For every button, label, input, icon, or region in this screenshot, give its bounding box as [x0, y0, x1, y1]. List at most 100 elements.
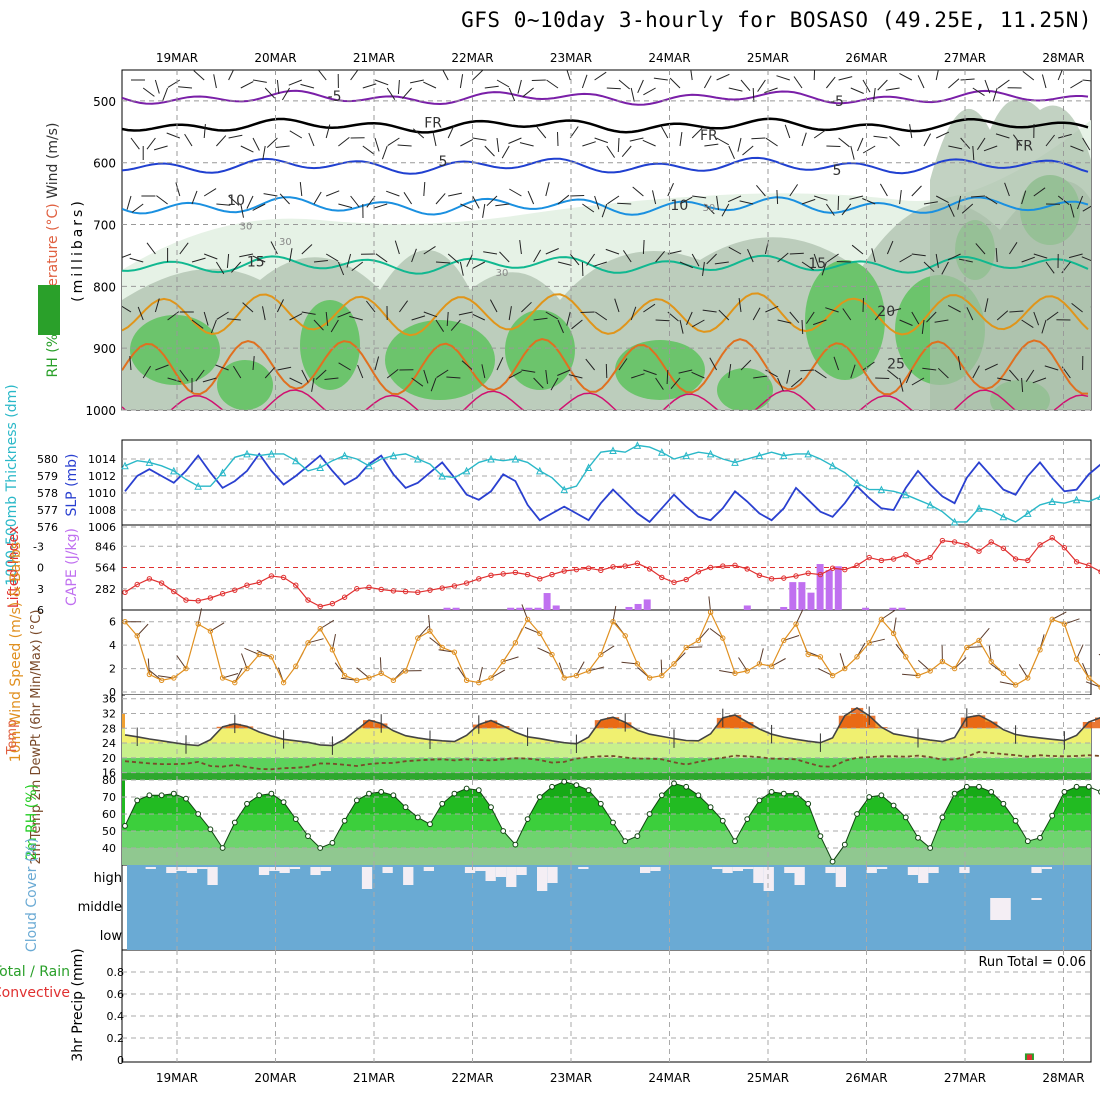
wind-barb — [137, 306, 144, 321]
wind-barb — [374, 137, 380, 152]
wind-barb — [716, 73, 730, 81]
rh2m-marker — [402, 804, 409, 811]
rh2m-marker — [829, 858, 836, 865]
cape-tick: 564 — [95, 562, 116, 575]
wind-barb — [941, 261, 949, 275]
isotherm-label: 10 — [670, 198, 688, 214]
thickness-marker — [804, 449, 813, 458]
wind-barb — [1021, 377, 1024, 393]
wind-barb — [459, 74, 464, 89]
wind10m-marker — [1025, 675, 1031, 681]
rh2m-marker — [780, 790, 787, 797]
cloud-high-gap — [907, 867, 919, 875]
cape-bar — [816, 564, 824, 610]
wind-barb — [849, 195, 864, 200]
thickness-line — [124, 444, 1100, 523]
wind-barb — [1009, 310, 1024, 313]
rh2m-marker — [1085, 783, 1092, 790]
cloud-high-gap — [464, 867, 476, 873]
wind-barb — [966, 307, 974, 321]
rh2m-marker — [683, 783, 690, 790]
thickness-tick: 576 — [37, 521, 58, 534]
wind-barb — [873, 87, 876, 102]
wind-barb — [704, 203, 715, 215]
wind-barb — [242, 302, 254, 313]
li-marker — [829, 565, 836, 571]
wind-barb — [472, 137, 487, 141]
thickness-tick: 577 — [37, 504, 58, 517]
wind-barb — [813, 70, 816, 81]
cloud-high-gap — [279, 867, 290, 873]
isotherm-label: 30 — [703, 203, 716, 214]
temp-hot-fill — [985, 721, 998, 729]
rh2m-marker — [341, 817, 348, 824]
wind-barb — [1093, 146, 1095, 160]
wind-barb — [630, 306, 637, 321]
wind-barb — [879, 183, 888, 197]
wind-barb — [606, 145, 616, 158]
wind-barb — [252, 137, 260, 151]
cape-bar — [898, 607, 906, 610]
rh-tick: 60 — [102, 808, 116, 821]
wind-barb — [279, 193, 290, 205]
li-marker — [488, 572, 494, 578]
wind-barb — [216, 135, 227, 147]
isotherm-label: 15 — [808, 256, 826, 272]
li-marker — [378, 586, 384, 593]
rh2m-marker — [183, 795, 189, 802]
li-marker — [354, 586, 360, 592]
wind10m-marker — [732, 670, 738, 676]
wind10m-marker — [805, 651, 811, 658]
rh2m-marker — [146, 792, 153, 799]
wind-barb — [935, 131, 950, 139]
wind-barb — [495, 203, 510, 207]
thickness-marker — [218, 468, 227, 477]
thickness-marker — [243, 449, 251, 458]
wind10m-marker — [622, 633, 628, 639]
wind-barb — [617, 202, 632, 205]
ylabel-part: Wind (m/s) — [45, 123, 61, 204]
wind-barb — [203, 188, 217, 197]
wind-barb — [1070, 145, 1084, 152]
thickness-marker — [462, 466, 471, 475]
wind-barb — [873, 135, 888, 139]
wind-barb — [667, 250, 682, 255]
x-tick-top: 25MAR — [747, 51, 789, 65]
rh2m-marker — [634, 833, 641, 839]
wind-barb — [357, 364, 364, 379]
wind-barb — [289, 130, 303, 139]
rh2m-marker — [353, 797, 360, 804]
thickness-marker — [340, 451, 349, 460]
wind-barb — [373, 203, 388, 209]
wind-tick: 2 — [109, 663, 116, 676]
cloud-mid-gap — [1031, 898, 1042, 900]
wind-barb — [412, 128, 425, 139]
wind-barb — [375, 253, 388, 263]
rh2m-marker — [524, 816, 531, 822]
wind-barb — [122, 253, 132, 258]
cloud-high-gap — [403, 867, 414, 885]
rh2m-marker — [866, 794, 873, 800]
wind-barb — [386, 190, 400, 197]
cloud-high-gap — [825, 867, 836, 873]
precip-tick: 0.6 — [107, 988, 125, 1001]
wind10m-marker — [976, 637, 982, 644]
wind-barb — [409, 79, 424, 84]
wind-barb — [482, 203, 486, 218]
li-marker — [805, 570, 811, 576]
isotherm-5 — [122, 156, 1089, 175]
ylabel-wind10m: 10m Wind Speed (m/s) & Barbs — [8, 542, 24, 762]
wind-barb — [716, 137, 730, 146]
wind-barb — [531, 79, 546, 81]
isotherm-label: 20 — [877, 304, 895, 320]
cloud-high-gap — [578, 867, 589, 869]
wind-barb — [1082, 137, 1091, 151]
wind10m-marker — [744, 668, 750, 674]
rh2m-marker — [207, 826, 214, 833]
wind-barb — [275, 145, 290, 148]
wind-barb — [281, 87, 291, 101]
wind-barb — [350, 195, 360, 208]
wind10m-marker — [671, 661, 677, 667]
isotherm-label: 25 — [887, 357, 905, 373]
li-marker — [634, 560, 641, 566]
